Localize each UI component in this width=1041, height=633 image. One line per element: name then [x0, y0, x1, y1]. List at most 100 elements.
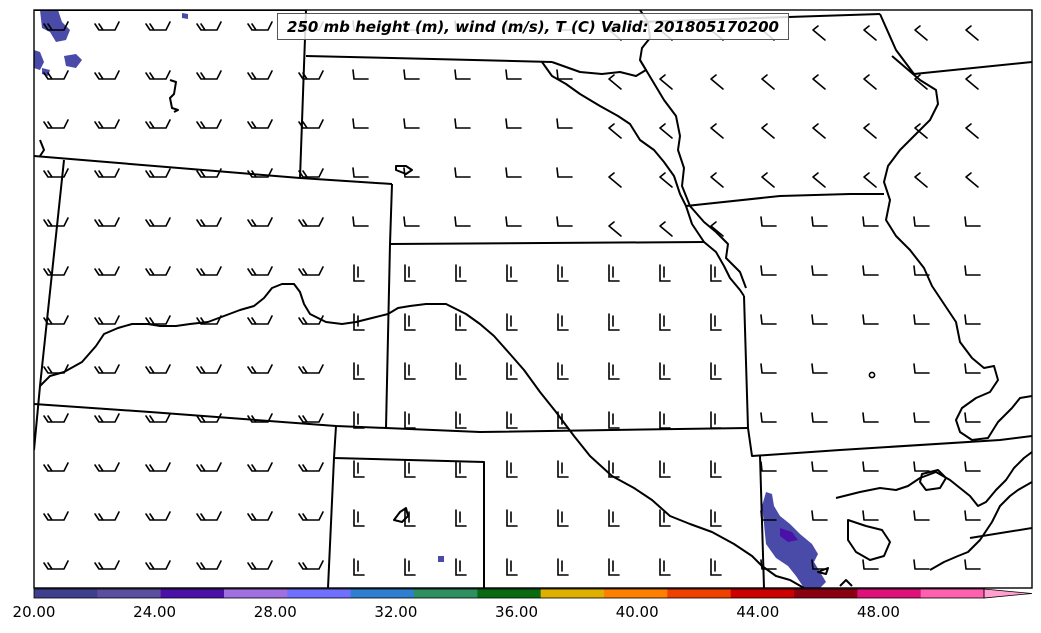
- wind-barb: [43, 21, 69, 31]
- wind-barb: [608, 221, 622, 237]
- wind-barb: [145, 21, 171, 31]
- wind-barb: [403, 118, 420, 129]
- wind-barb: [557, 362, 569, 380]
- wind-barb: [608, 264, 620, 282]
- river-mississippi: [639, 59, 747, 289]
- border-e-1: [743, 295, 1032, 457]
- wind-barb: [811, 363, 828, 374]
- wind-barb: [710, 172, 724, 188]
- river-nw-creek: [39, 139, 45, 157]
- wind-barb: [913, 461, 930, 472]
- river-missouri-north: [541, 61, 745, 297]
- wind-barb: [965, 74, 979, 90]
- wind-barb: [760, 412, 777, 423]
- wind-barb: [659, 558, 671, 576]
- wind-barb: [196, 168, 222, 178]
- wind-barb: [43, 413, 69, 423]
- wind-barb: [913, 412, 930, 423]
- wind-barb: [94, 266, 120, 276]
- wind-barb: [710, 362, 722, 380]
- wind-barb: [94, 511, 120, 521]
- map-frame: [33, 9, 1033, 589]
- shading-nw-2: [34, 50, 44, 70]
- wind-barb: [557, 558, 569, 576]
- wind-barb: [94, 413, 120, 423]
- wind-barb: [298, 266, 324, 276]
- wind-barb: [913, 216, 930, 227]
- colorbar-tick-label: 20.00: [12, 603, 56, 621]
- wind-barb: [298, 217, 324, 227]
- wind-barb: [403, 216, 420, 227]
- colorbar-segment: [857, 589, 922, 598]
- wind-barb: [43, 168, 69, 178]
- wind-barb: [863, 172, 877, 188]
- wind-barb: [913, 265, 930, 276]
- wind-barb: [505, 167, 522, 178]
- wind-barb: [196, 119, 222, 129]
- colorbar-segment: [34, 589, 98, 598]
- wind-barb: [352, 216, 369, 227]
- wind-barb: [659, 460, 671, 478]
- wind-barb: [506, 362, 518, 380]
- wind-barb: [862, 510, 879, 521]
- wind-barb: [247, 315, 273, 325]
- wind-barb: [455, 264, 467, 282]
- wind-barb: [608, 123, 622, 139]
- wind-barb: [454, 216, 471, 227]
- colorbar-segment: [730, 589, 795, 598]
- wind-barb: [608, 172, 622, 188]
- wind-barb: [94, 364, 120, 374]
- wind-barb: [247, 70, 273, 80]
- wind-barb: [760, 314, 777, 325]
- shading-se-core: [780, 528, 798, 542]
- borders: [34, 10, 1032, 588]
- calm-wind-marker: [868, 371, 876, 379]
- wind-barb: [913, 363, 930, 374]
- wind-barb: [659, 509, 671, 527]
- river-se-lake: [919, 469, 947, 491]
- wind-barb: [247, 119, 273, 129]
- wind-barb: [608, 74, 622, 90]
- border-c-north: [389, 183, 705, 245]
- wind-barb: [608, 509, 620, 527]
- wind-barb: [247, 364, 273, 374]
- wind-barb: [506, 411, 518, 429]
- wind-barb: [710, 123, 724, 139]
- wind-barb: [404, 362, 416, 380]
- river-small-2: [393, 507, 409, 523]
- wind-barb: [196, 70, 222, 80]
- wind-barb: [913, 510, 930, 521]
- wind-barb: [812, 123, 826, 139]
- wind-barb: [298, 119, 324, 129]
- wind-barb: [862, 559, 879, 570]
- wind-barb: [914, 74, 928, 90]
- wind-barb: [145, 413, 171, 423]
- wind-barb: [964, 510, 981, 521]
- wind-barb: [760, 265, 777, 276]
- wind-barb: [659, 74, 673, 90]
- border-w-edge: [34, 385, 41, 451]
- wind-barb: [196, 217, 222, 227]
- wind-barb: [659, 362, 671, 380]
- wind-barb: [94, 560, 120, 570]
- wind-barb: [196, 462, 222, 472]
- river-small-3: [817, 567, 829, 575]
- wind-barb: [94, 217, 120, 227]
- wind-barb: [659, 411, 671, 429]
- wind-barb: [196, 560, 222, 570]
- river-small-4: [839, 579, 853, 587]
- wind-barb: [145, 168, 171, 178]
- rivers: [39, 55, 1032, 588]
- wind-barb: [608, 313, 620, 331]
- wind-barb: [556, 216, 573, 227]
- wind-barb: [353, 313, 365, 331]
- wind-barb: [298, 462, 324, 472]
- river-lake-nw: [169, 79, 179, 113]
- border-se-2: [969, 527, 1032, 539]
- wind-barb: [196, 266, 222, 276]
- wind-barb: [43, 217, 69, 227]
- wind-barb: [454, 118, 471, 129]
- wind-barb: [557, 264, 569, 282]
- wind-barb: [761, 123, 775, 139]
